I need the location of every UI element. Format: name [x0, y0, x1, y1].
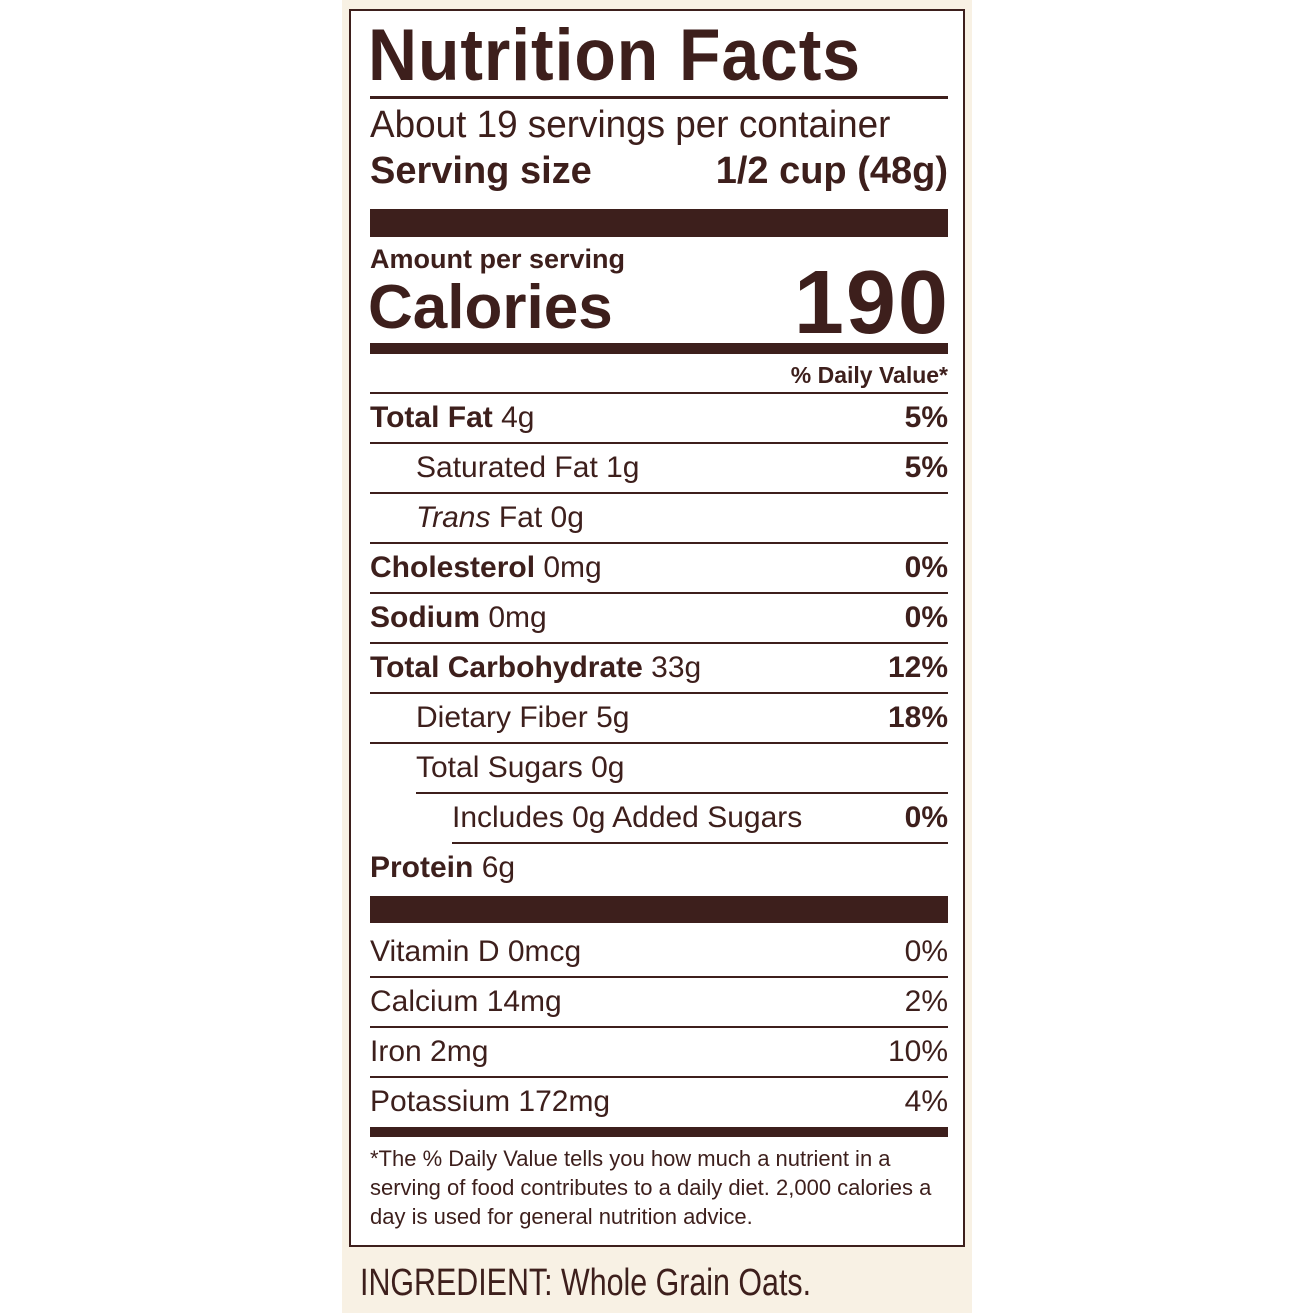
- nutrient-amount: 0g: [591, 751, 625, 784]
- nutrient-dv: 5%: [904, 451, 948, 484]
- vitamin-row: Vitamin D 0mcg 0%: [370, 928, 948, 978]
- thick-divider: [370, 209, 948, 237]
- nutrient-amount: 0mg: [543, 551, 602, 584]
- vitamin-dv: 2%: [904, 985, 948, 1018]
- nutrient-amount: 0g: [550, 501, 584, 534]
- nutrient-amount: 4g: [501, 401, 535, 434]
- vitamin-dv: 0%: [904, 935, 948, 968]
- amount-per-serving: Amount per serving: [370, 244, 626, 274]
- nutrient-dv: 0%: [904, 601, 948, 634]
- nutrient-name: Total Sugars: [416, 751, 583, 784]
- nutrient-row-total-fat: Total Fat 4g 5%: [370, 394, 948, 444]
- nutrient-row-sodium: Sodium 0mg 0%: [370, 594, 948, 644]
- thick-divider: [370, 896, 948, 923]
- nutrient-dv: 5%: [904, 401, 948, 434]
- medium-divider: [370, 343, 948, 354]
- calories-value: 190: [793, 253, 950, 353]
- nutrient-amount: 6g: [481, 851, 516, 884]
- vitamin-name: Potassium 172mg: [370, 1085, 611, 1118]
- serving-size-label: Serving size: [370, 150, 592, 192]
- nutrient-row-cholesterol: Cholesterol 0mg 0%: [370, 544, 948, 594]
- nutrient-name: Saturated Fat: [416, 451, 598, 484]
- nutrient-dv: 0%: [904, 551, 948, 584]
- serving-size-value: 1/2 cup (48g): [715, 150, 948, 192]
- nutrient-amount: 33g: [651, 651, 702, 684]
- nutrient-row-saturated-fat: Saturated Fat 1g 5%: [370, 444, 948, 494]
- nutrient-dv: 18%: [887, 701, 948, 734]
- nutrient-amount: 0mg: [488, 601, 547, 634]
- vitamin-name: Iron 2mg: [370, 1035, 489, 1068]
- nutrient-name: Includes 0g Added Sugars: [452, 801, 803, 834]
- daily-value-header: % Daily Value*: [790, 362, 948, 388]
- vitamin-dv: 4%: [904, 1085, 948, 1118]
- nutrient-name: Protein: [370, 851, 474, 884]
- nutrient-row-added-sugars: Includes 0g Added Sugars 0%: [452, 794, 948, 844]
- nutrient-name-rest: Fat: [498, 501, 543, 534]
- nutrient-name: Trans: [416, 501, 491, 534]
- ingredients: INGREDIENT: Whole Grain Oats.: [360, 1262, 812, 1304]
- nutrient-name: Total Carbohydrate: [370, 651, 643, 684]
- nutrient-dv: 12%: [887, 651, 948, 684]
- vitamin-dv: 10%: [887, 1035, 948, 1068]
- nutrient-name: Total Fat: [370, 401, 493, 434]
- nutrient-row-trans-fat: Trans Fat 0g: [370, 494, 948, 544]
- label-title: Nutrition Facts: [368, 15, 861, 96]
- vitamin-row: Iron 2mg 10%: [370, 1028, 948, 1078]
- nutrient-name: Cholesterol: [370, 551, 536, 584]
- nutrient-row-total-carbohydrate: Total Carbohydrate 33g 12%: [370, 644, 948, 694]
- vitamin-name: Vitamin D 0mcg: [370, 935, 582, 968]
- nutrient-name: Dietary Fiber: [416, 701, 588, 734]
- nutrient-row-total-sugars: Total Sugars 0g: [416, 744, 948, 794]
- calories-label: Calories: [368, 273, 613, 342]
- nutrient-name: Sodium: [370, 601, 480, 634]
- vitamin-row: Potassium 172mg 4%: [370, 1078, 948, 1126]
- divider: [370, 392, 948, 394]
- vitamin-row: Calcium 14mg 2%: [370, 978, 948, 1028]
- nutrient-row-dietary-fiber: Dietary Fiber 5g 18%: [370, 694, 948, 744]
- nutrient-amount: 5g: [596, 701, 630, 734]
- footnote: *The % Daily Value tells you how much a …: [370, 1146, 932, 1229]
- nutrient-dv: 0%: [904, 801, 948, 834]
- nutrient-row-protein: Protein 6g: [370, 844, 948, 892]
- divider: [370, 96, 948, 99]
- servings-per-container: About 19 servings per container: [370, 104, 891, 146]
- medium-divider: [370, 1127, 948, 1137]
- vitamin-name: Calcium 14mg: [370, 985, 562, 1018]
- nutrient-amount: 1g: [606, 451, 640, 484]
